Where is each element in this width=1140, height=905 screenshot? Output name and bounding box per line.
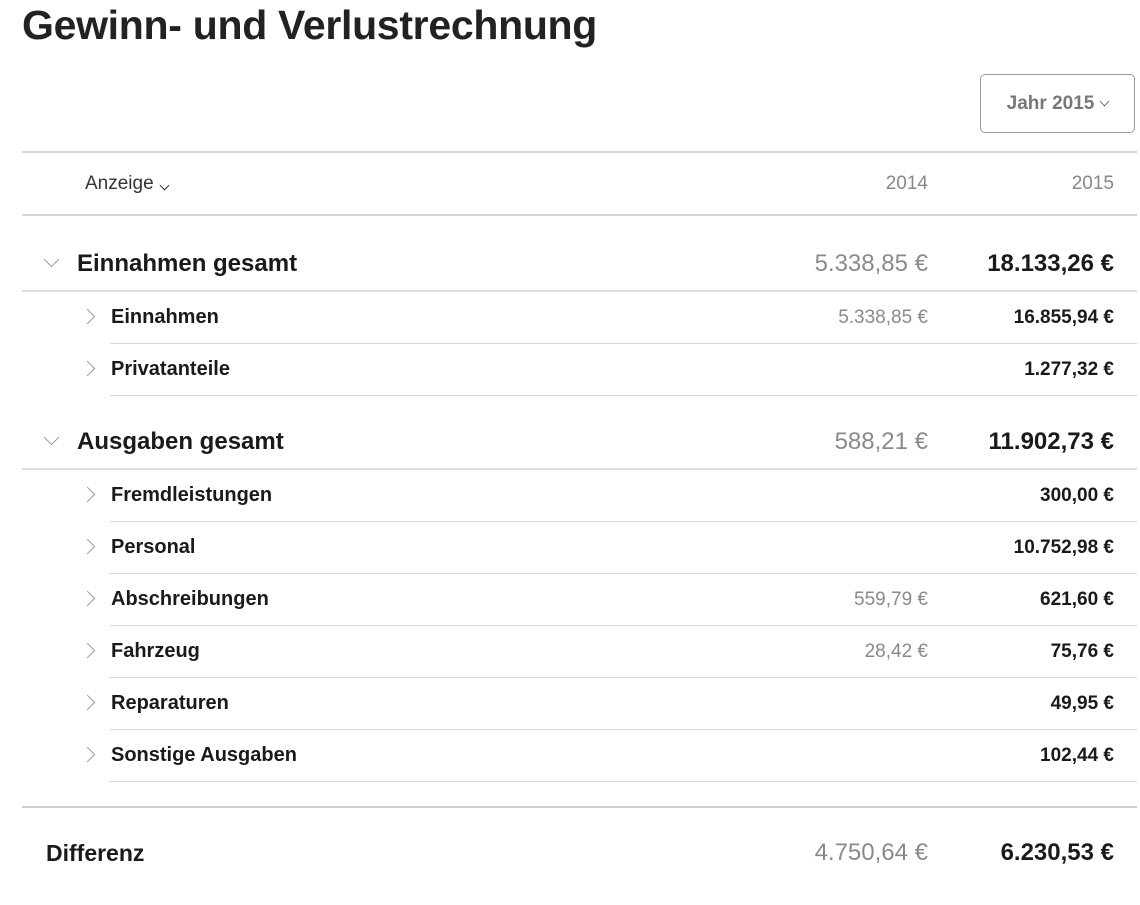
column-header-2014: 2014 (885, 172, 928, 194)
chevron-right-icon[interactable] (79, 642, 96, 659)
chevron-right-icon[interactable] (79, 590, 96, 607)
category-row[interactable]: Abschreibungen 559,79 € 621,60 € (79, 574, 1137, 626)
groups-container: Einnahmen gesamt 5.338,85 € 18.133,26 € … (22, 216, 1137, 782)
profit-loss-table: Anzeige 2014 2015 Einnahmen gesamt 5.338… (22, 151, 1137, 782)
category-value-2015: 49,95 € (1050, 692, 1114, 714)
group-spacer (22, 396, 1137, 416)
difference-row: Differenz 4.750,64 € 6.230,53 € (22, 806, 1137, 898)
category-row[interactable]: Fremdleistungen 300,00 € (79, 470, 1137, 522)
category-row[interactable]: Reparaturen 49,95 € (79, 678, 1137, 730)
chevron-down-icon[interactable] (43, 429, 60, 446)
chevron-right-icon[interactable] (79, 308, 96, 325)
category-value-2014: 5.338,85 € (838, 306, 928, 328)
category-value-2014: 559,79 € (854, 588, 928, 610)
group-label: Ausgaben gesamt (77, 428, 284, 455)
category-value-2015: 16.855,94 € (1013, 306, 1114, 328)
category-label: Fahrzeug (111, 640, 200, 662)
page-title: Gewinn- und Verlustrechnung (22, 2, 598, 48)
table-header: Anzeige 2014 2015 (22, 151, 1137, 216)
chevron-right-icon[interactable] (79, 360, 96, 377)
difference-2015: 6.230,53 € (1000, 839, 1114, 866)
difference-2014: 4.750,64 € (814, 839, 928, 866)
chevron-down-icon[interactable] (43, 251, 60, 268)
chevron-down-icon (1099, 96, 1110, 106)
year-selector-label: Jahr 2015 (1006, 92, 1095, 114)
display-dropdown[interactable]: Anzeige (85, 172, 170, 195)
chevron-right-icon[interactable] (79, 486, 96, 503)
group-value-2015: 11.902,73 € (988, 428, 1114, 455)
category-label: Personal (111, 536, 196, 558)
category-value-2015: 102,44 € (1040, 744, 1114, 766)
chevron-right-icon[interactable] (79, 694, 96, 711)
category-row[interactable]: Privatanteile 1.277,32 € (79, 344, 1137, 396)
difference-label: Differenz (46, 839, 145, 866)
chevron-right-icon[interactable] (79, 538, 96, 555)
category-label: Abschreibungen (111, 588, 269, 610)
category-value-2015: 300,00 € (1040, 484, 1114, 506)
category-label: Privatanteile (111, 358, 230, 380)
group-value-2014: 588,21 € (834, 428, 928, 455)
category-row[interactable]: Fahrzeug 28,42 € 75,76 € (79, 626, 1137, 678)
group-value-2015: 18.133,26 € (987, 250, 1114, 277)
category-value-2015: 1.277,32 € (1024, 358, 1114, 380)
category-row[interactable]: Personal 10.752,98 € (79, 522, 1137, 574)
chevron-down-icon (159, 180, 170, 190)
group-label: Einnahmen gesamt (77, 250, 298, 277)
category-row[interactable]: Sonstige Ausgaben 102,44 € (79, 730, 1137, 782)
category-label: Reparaturen (111, 692, 229, 714)
group-row[interactable]: Ausgaben gesamt 588,21 € 11.902,73 € (22, 416, 1137, 470)
category-value-2015: 10.752,98 € (1013, 536, 1114, 558)
category-label: Fremdleistungen (111, 484, 273, 506)
category-value-2014: 28,42 € (864, 640, 928, 662)
category-row[interactable]: Einnahmen 5.338,85 € 16.855,94 € (79, 292, 1137, 344)
category-value-2015: 621,60 € (1040, 588, 1114, 610)
category-label: Sonstige Ausgaben (111, 744, 297, 766)
year-selector[interactable]: Jahr 2015 (980, 74, 1135, 133)
display-dropdown-label: Anzeige (85, 172, 154, 194)
category-value-2015: 75,76 € (1050, 640, 1114, 662)
group-value-2014: 5.338,85 € (814, 250, 928, 277)
category-label: Einnahmen (111, 306, 219, 328)
column-header-2015: 2015 (1071, 172, 1114, 194)
chevron-right-icon[interactable] (79, 746, 96, 763)
group-spacer (22, 216, 1137, 238)
group-row[interactable]: Einnahmen gesamt 5.338,85 € 18.133,26 € (22, 238, 1137, 292)
